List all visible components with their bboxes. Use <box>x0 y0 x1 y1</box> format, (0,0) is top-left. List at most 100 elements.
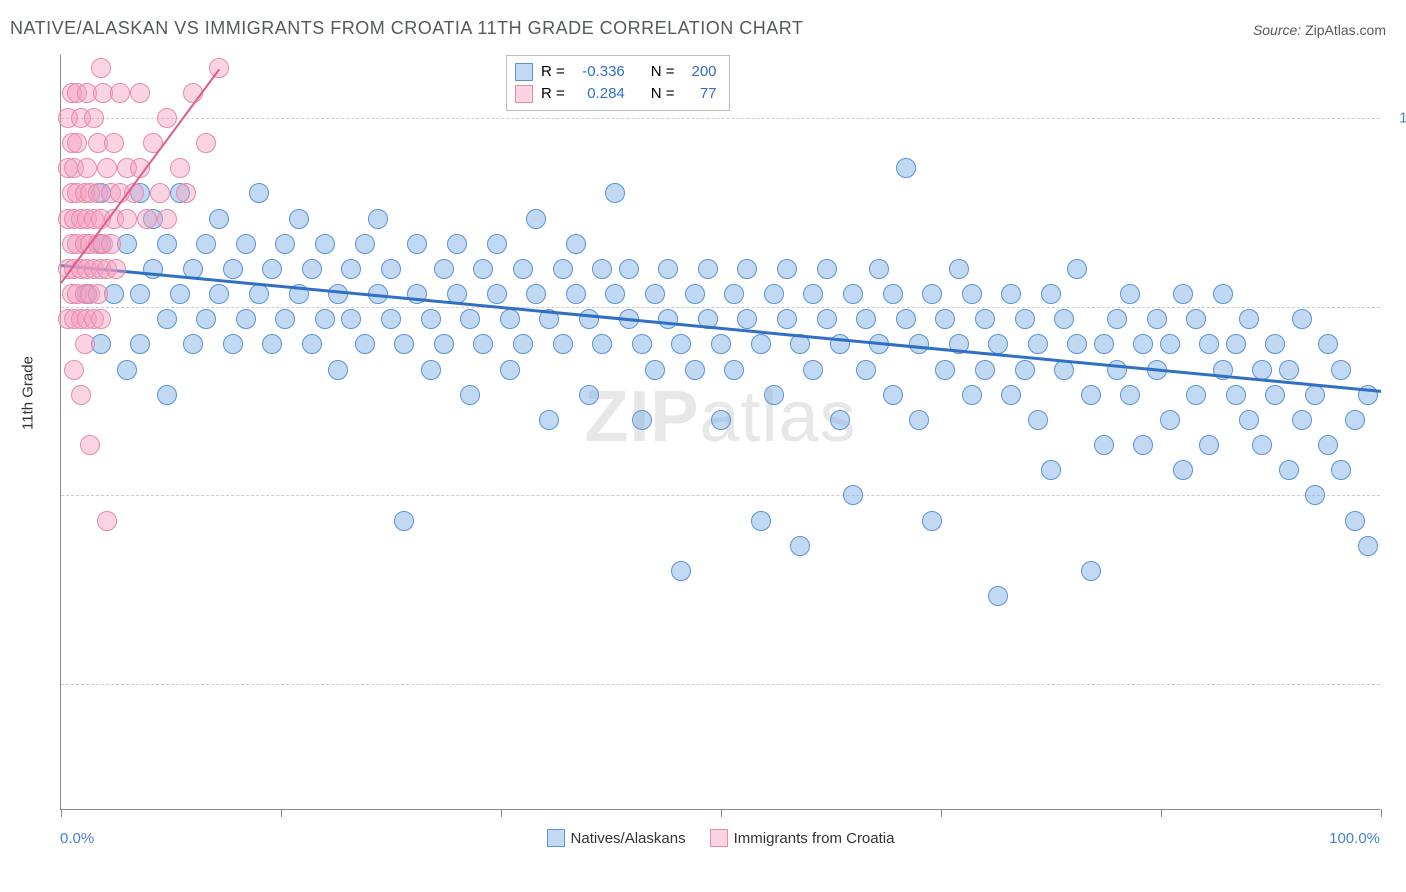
data-point <box>896 309 916 329</box>
r-value-natives: -0.336 <box>573 61 625 83</box>
data-point <box>117 360 137 380</box>
data-point <box>328 360 348 380</box>
data-point <box>262 334 282 354</box>
data-point <box>110 83 130 103</box>
data-point <box>553 334 573 354</box>
legend-item-natives: Natives/Alaskans <box>547 829 686 847</box>
data-point <box>223 334 243 354</box>
data-point <box>619 259 639 279</box>
y-tick-label: 92.5% <box>1390 298 1406 315</box>
data-point <box>764 385 784 405</box>
n-label: N = <box>651 61 675 83</box>
data-point <box>1199 435 1219 455</box>
n-label: N = <box>651 83 675 105</box>
data-point <box>803 284 823 304</box>
data-point <box>500 309 520 329</box>
data-point <box>84 108 104 128</box>
data-point <box>1028 334 1048 354</box>
data-point <box>315 234 335 254</box>
data-point <box>341 259 361 279</box>
data-point <box>77 158 97 178</box>
data-point <box>434 334 454 354</box>
data-point <box>421 360 441 380</box>
data-point <box>104 133 124 153</box>
gridline <box>61 684 1380 685</box>
data-point <box>236 234 256 254</box>
y-tick-label: 100.0% <box>1390 109 1406 126</box>
data-point <box>1041 284 1061 304</box>
data-point <box>1133 334 1153 354</box>
data-point <box>751 511 771 531</box>
data-point <box>80 435 100 455</box>
data-point <box>830 410 850 430</box>
data-point <box>196 234 216 254</box>
data-point <box>751 334 771 354</box>
data-point <box>658 259 678 279</box>
data-point <box>1094 435 1114 455</box>
data-point <box>1199 334 1219 354</box>
data-point <box>975 360 995 380</box>
data-point <box>1345 511 1365 531</box>
data-point <box>1239 309 1259 329</box>
data-point <box>1292 410 1312 430</box>
data-point <box>962 284 982 304</box>
data-point <box>922 284 942 304</box>
data-point <box>698 259 718 279</box>
x-axis-left-label: 0.0% <box>60 830 94 847</box>
data-point <box>764 284 784 304</box>
x-tick <box>61 809 62 817</box>
data-point <box>75 334 95 354</box>
data-point <box>1081 561 1101 581</box>
source-attribution: Source: ZipAtlas.com <box>1253 22 1386 38</box>
data-point <box>460 385 480 405</box>
data-point <box>645 284 665 304</box>
data-point <box>539 410 559 430</box>
data-point <box>170 158 190 178</box>
data-point <box>249 183 269 203</box>
data-point <box>473 334 493 354</box>
data-point <box>605 183 625 203</box>
data-point <box>209 284 229 304</box>
n-value-natives: 200 <box>683 61 717 83</box>
data-point <box>526 284 546 304</box>
data-point <box>579 385 599 405</box>
data-point <box>1067 259 1087 279</box>
data-point <box>671 334 691 354</box>
data-point <box>1279 360 1299 380</box>
data-point <box>645 360 665 380</box>
gridline <box>61 307 1380 308</box>
data-point <box>724 284 744 304</box>
data-point <box>157 309 177 329</box>
data-point <box>869 259 889 279</box>
data-point <box>328 284 348 304</box>
n-value-croatia: 77 <box>683 83 717 105</box>
data-point <box>883 284 903 304</box>
data-point <box>988 586 1008 606</box>
data-point <box>157 385 177 405</box>
x-tick <box>1161 809 1162 817</box>
data-point <box>1107 360 1127 380</box>
data-point <box>1147 309 1167 329</box>
data-point <box>91 309 111 329</box>
x-tick <box>501 809 502 817</box>
data-point <box>711 410 731 430</box>
chart-title: NATIVE/ALASKAN VS IMMIGRANTS FROM CROATI… <box>10 18 803 39</box>
data-point <box>803 360 823 380</box>
data-point <box>1173 460 1193 480</box>
data-point <box>724 360 744 380</box>
data-point <box>1067 334 1087 354</box>
data-point <box>1054 309 1074 329</box>
series-legend: Natives/Alaskans Immigrants from Croatia <box>61 829 1380 847</box>
data-point <box>843 284 863 304</box>
data-point <box>1279 460 1299 480</box>
data-point <box>1120 284 1140 304</box>
data-point <box>394 511 414 531</box>
data-point <box>170 284 190 304</box>
data-point <box>1160 410 1180 430</box>
data-point <box>91 58 111 78</box>
data-point <box>1252 360 1272 380</box>
data-point <box>157 234 177 254</box>
data-point <box>513 334 533 354</box>
x-tick <box>721 809 722 817</box>
data-point <box>526 209 546 229</box>
